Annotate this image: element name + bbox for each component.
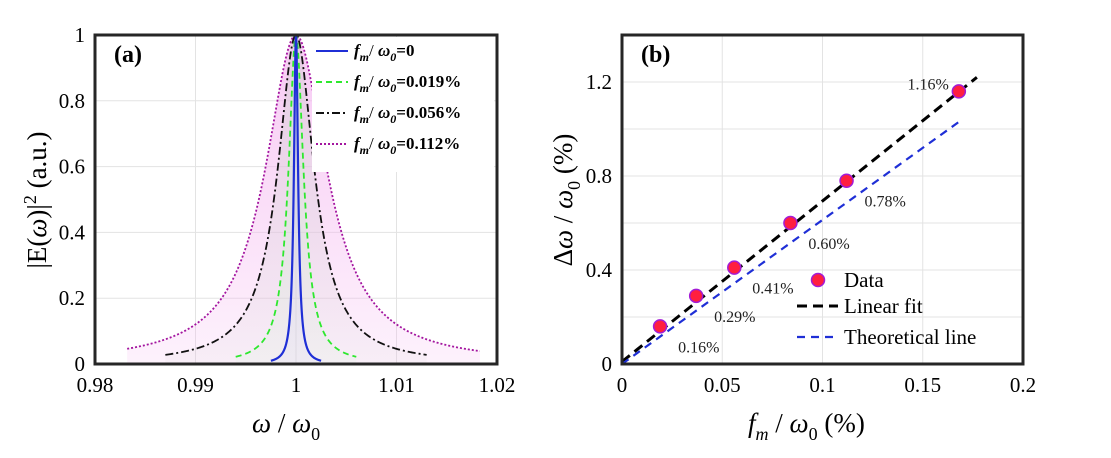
panel-a-legend-bg: [312, 37, 494, 172]
panel-a-x-tick: 1: [291, 373, 302, 397]
panel-b-point-label: 0.16%: [678, 339, 719, 356]
panel-b-data-point: [783, 215, 798, 231]
panel-a-legend-label: fm/ ω0=0.019%: [354, 72, 461, 95]
panel-b-axes-box: [620, 33, 1025, 366]
panel-b-point-label: 0.41%: [752, 281, 793, 298]
panel-b-x-tick: 0.05: [704, 373, 741, 397]
panel-a-x-tick: 1.02: [479, 373, 516, 397]
panel-a-fill-0: [270, 35, 322, 364]
panel-a-legend-label: fm/ ω0=0: [354, 41, 414, 64]
panel-b-point-label: 0.29%: [714, 309, 755, 326]
panel-b-x-ticks: 0 0.05 0.1 0.15 0.2: [617, 373, 1036, 397]
panel-b-point-label: 1.16%: [908, 76, 949, 93]
panel-b-data-point: [839, 173, 854, 188]
panel-b-data-point: [652, 319, 668, 334]
panel-b-x-tick: 0.2: [1010, 373, 1036, 397]
panel-a-tag: (a): [114, 42, 142, 68]
panel-b: 0.16%0.29%0.41%0.60%0.78%1.16% 0 0.05 0.1 0…: [548, 33, 1036, 444]
panel-a-x-tick: 0.99: [177, 373, 214, 397]
panel-a-legend: fm/ ω0=0 fm/ ω0=0.019% fm/ ω0=0.056% fm/ ω0…: [312, 37, 494, 172]
panel-b-fit-line: [621, 76, 978, 363]
panel-a-fills: [127, 35, 480, 365]
panel-a-y-tick: 0.8: [59, 89, 85, 113]
panel-b-y-tick: 0.4: [586, 258, 613, 282]
panel-b-x-tick: 0: [617, 373, 628, 397]
panel-b-point-labels: 0.16% 0.29% 0.41% 0.60% 0.78% 1.16%: [678, 76, 949, 356]
panel-b-data-point: [727, 260, 742, 275]
panel-a-x-tick: 1.01: [378, 373, 415, 397]
panel-a-xlabel: ω / ω0: [252, 408, 320, 444]
panel-a: 0.98 0.99 1 1.01 1.02 0 0.2 0.4 0.6 0.8 1 (a) ω /…: [20, 23, 515, 444]
panel-b-data-point: [951, 84, 967, 99]
panel-b-legend-marker: [810, 272, 826, 288]
panel-b-legend-label: Linear fit: [844, 294, 923, 318]
panel-b-x-tick: 0.1: [809, 373, 835, 397]
panel-a-x-ticks: 0.98 0.99 1 1.01 1.02: [77, 373, 516, 397]
panel-a-x-tick: 0.98: [77, 373, 114, 397]
panel-b-point-label: 0.60%: [808, 236, 849, 253]
panel-b-x-tick: 0.15: [904, 373, 941, 397]
panel-a-y-tick: 0.4: [59, 220, 86, 244]
panel-b-xlabel: fm / ω0 (%): [748, 408, 865, 444]
panel-a-y-tick: 1: [75, 23, 86, 47]
panel-b-ylabel: Δω / ω0 (%): [548, 134, 584, 267]
panel-b-y-tick: 1.2: [586, 70, 612, 94]
panel-a-y-tick: 0.6: [59, 155, 85, 179]
panel-b-points: [652, 84, 967, 334]
panel-a-axes-box: [93, 33, 499, 366]
panel-a-series-line: [165, 33, 427, 356]
panel-b-y-tick: 0: [602, 352, 613, 376]
panel-a-y-tick: 0: [75, 352, 86, 376]
panel-b-legend-label: Data: [844, 268, 884, 292]
panel-a-y-tick: 0.2: [59, 286, 85, 310]
panel-a-legend-label: fm/ ω0=0.056%: [354, 103, 461, 126]
panel-a-y-ticks: 0 0.2 0.4 0.6 0.8 1: [59, 23, 86, 376]
panel-a-legend-label: fm/ ω0=0.112%: [354, 134, 460, 157]
panel-a-ylabel: |E(ω)|2 (a.u.): [20, 131, 52, 268]
panel-b-lines: [621, 76, 978, 365]
panel-a-series-line: [127, 34, 481, 352]
panel-b-legend-label: Theoretical line: [844, 325, 976, 349]
panel-b-data-point: [688, 288, 704, 304]
panel-b-point-label: 0.78%: [865, 194, 906, 211]
panel-b-y-tick: 0.8: [586, 164, 612, 188]
panel-b-tag: (b): [641, 42, 670, 68]
panel-b-y-ticks: 0 0.4 0.8 1.2: [586, 70, 613, 376]
